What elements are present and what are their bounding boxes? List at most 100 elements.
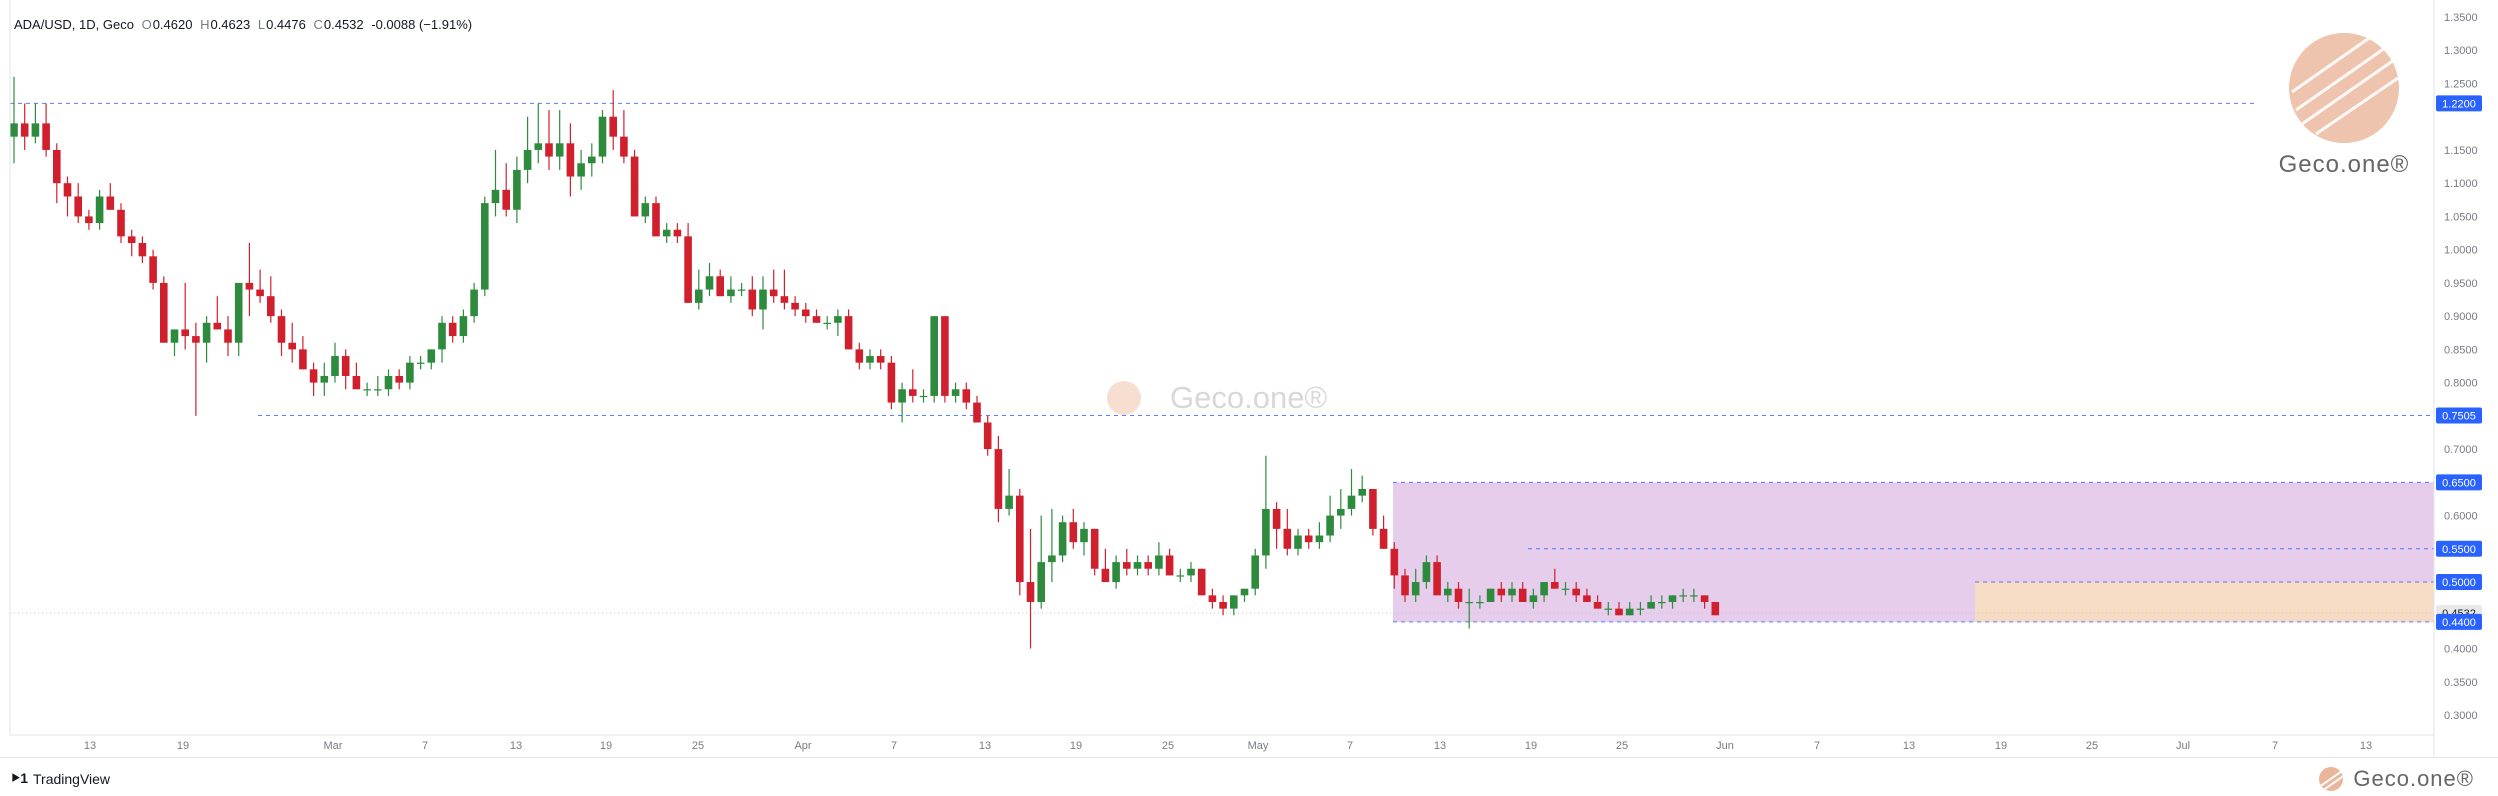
candle[interactable] — [1700, 595, 1709, 609]
level-price-label[interactable]: 0.4400 — [2436, 613, 2482, 630]
candle[interactable] — [481, 196, 489, 297]
tradingview-logo[interactable]: ⯈1 TradingView — [10, 770, 110, 787]
candle[interactable] — [662, 223, 671, 244]
candle[interactable] — [1465, 588, 1473, 629]
candle[interactable] — [448, 316, 457, 343]
candle[interactable] — [1690, 588, 1698, 602]
candle[interactable] — [10, 76, 18, 164]
candle[interactable] — [1583, 588, 1591, 602]
candle[interactable] — [1326, 495, 1334, 543]
candle[interactable] — [1112, 555, 1120, 589]
candle[interactable] — [309, 362, 318, 396]
candle[interactable] — [598, 110, 607, 164]
level-price-label[interactable]: 0.6500 — [2436, 474, 2482, 491]
candle[interactable] — [1390, 542, 1399, 589]
candle[interactable] — [224, 316, 232, 357]
candle[interactable] — [1026, 528, 1035, 649]
candle[interactable] — [1668, 595, 1677, 609]
candle[interactable] — [363, 382, 371, 396]
candle[interactable] — [320, 362, 329, 396]
candle[interactable] — [352, 362, 361, 390]
candle[interactable] — [876, 349, 885, 370]
candle[interactable] — [1347, 469, 1356, 516]
candle[interactable] — [1016, 488, 1024, 596]
candle[interactable] — [1497, 582, 1506, 602]
candle[interactable] — [684, 223, 692, 303]
candle[interactable] — [181, 282, 189, 350]
candle[interactable] — [802, 302, 810, 323]
candle[interactable] — [1080, 522, 1088, 556]
candle[interactable] — [855, 342, 864, 370]
candle[interactable] — [406, 356, 414, 390]
candle[interactable] — [844, 309, 853, 350]
candle[interactable] — [1208, 588, 1217, 609]
level-price-label[interactable]: 0.7505 — [2436, 407, 2482, 424]
candle[interactable] — [1711, 601, 1720, 616]
candle[interactable] — [769, 269, 778, 303]
candle[interactable] — [213, 296, 222, 330]
candle[interactable] — [1048, 508, 1056, 583]
candle[interactable] — [673, 223, 682, 244]
candle[interactable] — [427, 349, 436, 370]
candle[interactable] — [545, 110, 553, 170]
candle[interactable] — [1283, 508, 1292, 556]
candle[interactable] — [919, 389, 928, 403]
candle[interactable] — [641, 196, 650, 224]
candle[interactable] — [1144, 555, 1152, 576]
candle[interactable] — [1572, 582, 1580, 602]
candle[interactable] — [341, 349, 350, 390]
candle[interactable] — [1636, 601, 1645, 616]
candle[interactable] — [1422, 555, 1431, 589]
candle[interactable] — [1540, 582, 1548, 602]
candle[interactable] — [1005, 469, 1013, 516]
candle[interactable] — [63, 176, 72, 217]
candle[interactable] — [1561, 582, 1570, 596]
candle[interactable] — [887, 356, 896, 410]
candle[interactable] — [256, 269, 264, 303]
candle[interactable] — [95, 189, 104, 230]
candle[interactable] — [1454, 582, 1463, 609]
candle[interactable] — [395, 369, 403, 390]
candle[interactable] — [245, 243, 254, 317]
candle[interactable] — [716, 269, 724, 297]
candle[interactable] — [127, 229, 136, 257]
candle[interactable] — [1315, 522, 1324, 549]
candle[interactable] — [374, 375, 382, 396]
candle[interactable] — [1411, 568, 1420, 602]
candle[interactable] — [630, 149, 639, 217]
candle[interactable] — [705, 262, 714, 297]
candle[interactable] — [748, 276, 757, 317]
candle[interactable] — [780, 269, 789, 310]
candle[interactable] — [53, 143, 61, 204]
candle[interactable] — [1679, 588, 1687, 602]
candle[interactable] — [1551, 568, 1559, 589]
candle[interactable] — [652, 196, 660, 237]
candle[interactable] — [866, 349, 874, 370]
candle[interactable] — [1069, 508, 1078, 549]
candle[interactable] — [42, 103, 50, 157]
candle[interactable] — [438, 316, 446, 363]
candle[interactable] — [502, 163, 510, 217]
candle[interactable] — [85, 209, 93, 230]
candle[interactable] — [1379, 515, 1388, 549]
candle[interactable] — [1647, 595, 1655, 609]
candle[interactable] — [1615, 601, 1623, 616]
candle[interactable] — [384, 369, 393, 396]
candle[interactable] — [898, 382, 906, 423]
candle[interactable] — [491, 149, 500, 217]
candle[interactable] — [534, 103, 543, 164]
candle[interactable] — [941, 316, 949, 403]
candle[interactable] — [1165, 548, 1174, 576]
candle[interactable] — [727, 276, 735, 303]
candle[interactable] — [1294, 528, 1302, 556]
candle[interactable] — [983, 415, 992, 456]
candle[interactable] — [609, 90, 617, 150]
candle[interactable] — [192, 322, 200, 416]
candle[interactable] — [1304, 528, 1313, 549]
candle[interactable] — [1658, 595, 1666, 609]
candle[interactable] — [930, 316, 938, 403]
candle[interactable] — [470, 282, 478, 323]
candle[interactable] — [1518, 582, 1527, 602]
level-price-label[interactable]: 1.2200 — [2436, 95, 2482, 112]
